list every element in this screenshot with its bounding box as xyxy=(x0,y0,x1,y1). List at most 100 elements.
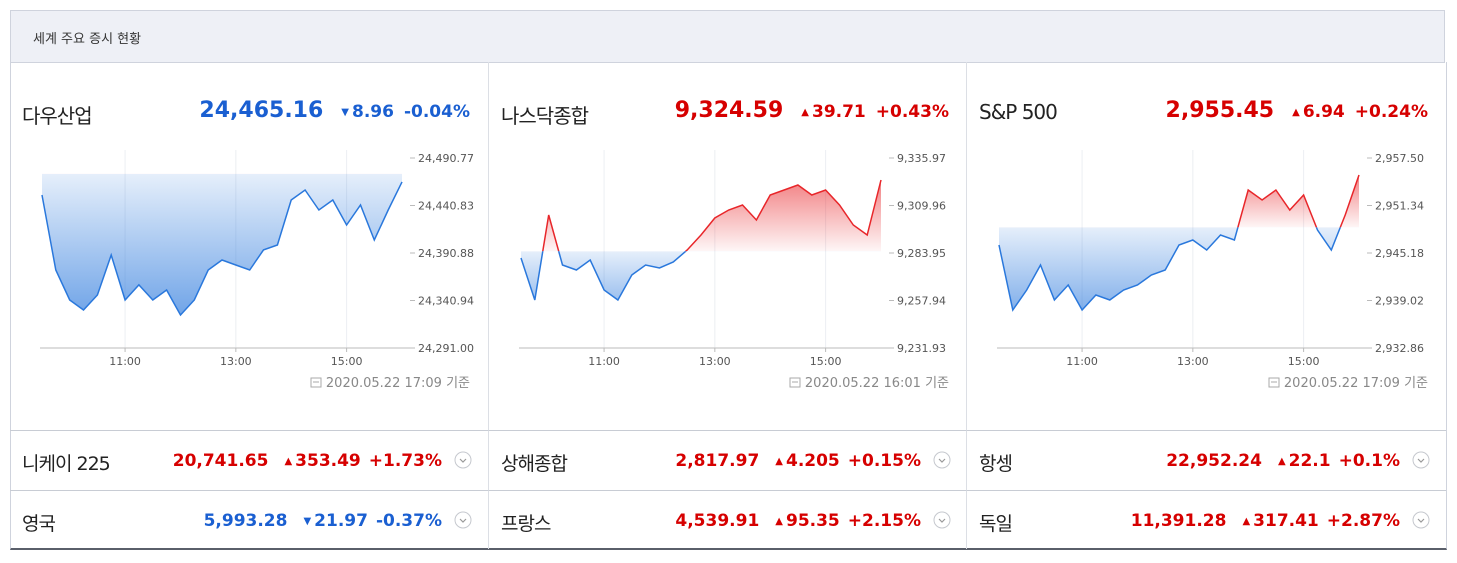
y-tick-label: 2,939.02 xyxy=(1375,295,1424,308)
y-tick-label: 24,340.94 xyxy=(418,295,474,308)
line-down xyxy=(520,251,687,302)
expand-button[interactable] xyxy=(1412,511,1430,529)
change: 317.41 xyxy=(1253,511,1319,531)
x-tick-label: 15:00 xyxy=(810,355,842,368)
quote-values: 20,741.65 ▲ 353.49 +1.73% xyxy=(173,451,442,471)
x-tick-label: 11:00 xyxy=(1066,355,1098,368)
change-rate: +0.1% xyxy=(1338,451,1400,471)
area-down xyxy=(999,227,1341,310)
index-name: 영국 xyxy=(22,513,56,535)
change-rate: +0.15% xyxy=(847,451,921,471)
quote-values: 4,539.91 ▲ 95.35 +2.15% xyxy=(675,511,921,531)
change: 4.205 xyxy=(785,451,840,471)
expand-button[interactable] xyxy=(454,451,472,469)
timestamp-text: 2020.05.22 17:09 기준 xyxy=(325,376,470,391)
area-down xyxy=(42,173,402,315)
change: 39.71 xyxy=(811,102,866,122)
frame xyxy=(10,62,1447,550)
trend-arrow: ▼ xyxy=(341,107,349,118)
price: 5,993.28 xyxy=(203,511,288,531)
chart: 11:00 13:00 15:00 9,231.93 9,257.94 9,283.95 9… xyxy=(519,150,946,368)
x-tick-label: 11:00 xyxy=(109,355,141,368)
change-rate: +1.73% xyxy=(368,451,442,471)
x-tick-label: 11:00 xyxy=(588,355,620,368)
y-tick-label: 2,945.18 xyxy=(1375,247,1424,260)
change-rate: +2.87% xyxy=(1326,511,1400,531)
trend-arrow: ▲ xyxy=(1242,516,1251,527)
index-name: 항셍 xyxy=(979,453,1013,475)
expand-button[interactable] xyxy=(454,511,472,529)
price: 9,324.59 xyxy=(674,98,784,123)
y-tick-label: 9,283.95 xyxy=(897,247,946,260)
change: 22.1 xyxy=(1288,451,1331,471)
line-up xyxy=(542,179,882,252)
change-rate: -0.04% xyxy=(403,102,470,122)
change: 6.94 xyxy=(1302,102,1345,122)
header-title: 세계 주요 증시 현황 xyxy=(33,32,142,47)
quote-values: 9,324.59 ▲ 39.71 +0.43% xyxy=(675,98,949,123)
index-name: 프랑스 xyxy=(501,513,551,535)
timestamp-text: 2020.05.22 17:09 기준 xyxy=(1283,376,1428,391)
expand-button[interactable] xyxy=(933,511,951,529)
y-tick-label: 9,257.94 xyxy=(897,295,946,308)
price: 24,465.16 xyxy=(199,98,324,123)
trend-arrow: ▲ xyxy=(775,516,783,527)
price: 20,741.65 xyxy=(172,451,269,471)
price: 22,952.24 xyxy=(1166,451,1262,471)
trend-arrow: ▲ xyxy=(775,456,783,467)
clock-icon xyxy=(310,377,322,388)
change-rate: +2.15% xyxy=(847,511,921,531)
change: 21.97 xyxy=(314,511,368,531)
x-tick-label: 13:00 xyxy=(699,355,731,368)
area-up xyxy=(521,180,881,252)
change-rate: +0.24% xyxy=(1354,102,1428,122)
change-rate: -0.37% xyxy=(375,511,442,531)
index-name: S&P 500 xyxy=(979,100,1058,124)
y-tick-label: 24,440.83 xyxy=(418,199,474,212)
line-down xyxy=(41,181,403,317)
timestamp: 2020.05.22 17:09 기준 xyxy=(310,372,470,391)
market-row: 상해종합 2,817.97 ▲ 4.205 +0.15% xyxy=(488,430,967,490)
y-tick-label: 9,231.93 xyxy=(897,342,946,355)
x-tick-label: 13:00 xyxy=(1177,355,1209,368)
x-tick-label: 15:00 xyxy=(1288,355,1320,368)
clock-icon xyxy=(789,377,801,388)
index-name: 나스닥종합 xyxy=(501,104,589,128)
area-up xyxy=(42,173,402,174)
market-row: 니케이 225 20,741.65 ▲ 353.49 +1.73% xyxy=(10,430,488,490)
index-name: 독일 xyxy=(979,513,1013,535)
quote-values: 22,952.24 ▲ 22.1 +0.1% xyxy=(1166,451,1400,471)
y-tick-label: 9,309.96 xyxy=(897,200,946,213)
panel: 다우산업 24,465.16 ▼ 8.96 -0.04% 2020.05.22 17:09… xyxy=(10,62,488,430)
index-name: 상해종합 xyxy=(501,453,568,475)
panel: 나스닥종합 9,324.59 ▲ 39.71 +0.43% 2020.05.22 16:0… xyxy=(488,62,967,430)
y-tick-label: 24,490.77 xyxy=(418,152,474,165)
quote-values: 5,993.28 ▼ 21.97 -0.37% xyxy=(204,511,442,531)
trend-arrow: ▲ xyxy=(1292,107,1300,118)
y-tick-label: 2,932.86 xyxy=(1375,342,1424,355)
chart: 11:00 13:00 15:00 24,291.00 24,340.94 24,390.… xyxy=(40,150,474,368)
timestamp: 2020.05.22 16:01 기준 xyxy=(789,372,949,391)
price: 2,955.45 xyxy=(1165,98,1275,123)
expand-button[interactable] xyxy=(1412,451,1430,469)
line-down xyxy=(998,227,1342,312)
market-row: 항셍 22,952.24 ▲ 22.1 +0.1% xyxy=(966,430,1446,490)
timestamp: 2020.05.22 17:09 기준 xyxy=(1268,372,1428,391)
y-tick-label: 2,957.50 xyxy=(1375,152,1424,165)
quote-values: 24,465.16 ▼ 8.96 -0.04% xyxy=(199,98,470,123)
x-tick-label: 13:00 xyxy=(220,355,252,368)
market-row: 영국 5,993.28 ▼ 21.97 -0.37% xyxy=(10,490,488,549)
y-tick-label: 9,335.97 xyxy=(897,152,946,165)
change: 95.35 xyxy=(785,511,840,531)
line-up xyxy=(1237,174,1360,228)
change-rate: +0.43% xyxy=(875,102,949,122)
y-tick-label: 2,951.34 xyxy=(1375,200,1424,213)
change: 8.96 xyxy=(352,102,394,122)
price: 11,391.28 xyxy=(1130,511,1227,531)
y-tick-label: 24,291.00 xyxy=(418,342,474,355)
chart: 11:00 13:00 15:00 2,932.86 2,939.02 2,945.18 2… xyxy=(997,150,1424,368)
expand-button[interactable] xyxy=(933,451,951,469)
trend-arrow: ▲ xyxy=(284,456,293,467)
area-up xyxy=(999,175,1359,228)
